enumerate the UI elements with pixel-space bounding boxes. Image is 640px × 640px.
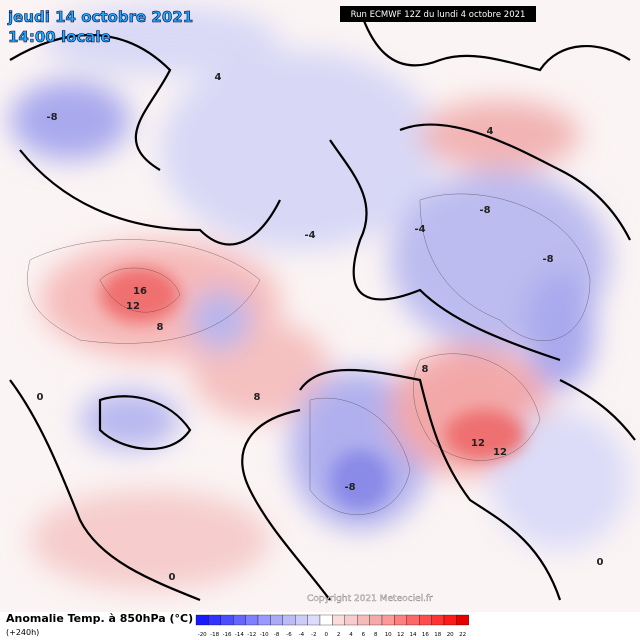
scale-label: -12	[247, 632, 256, 638]
scale-label: 12	[397, 632, 404, 638]
contour-label: 12	[493, 447, 507, 458]
contour-label: 12	[126, 301, 140, 312]
scale-swatch	[220, 614, 234, 626]
lead-time: (+240h)	[6, 628, 39, 637]
scale-label: 18	[434, 632, 441, 638]
contour-label: 12	[471, 438, 485, 449]
scale-label: 10	[385, 632, 392, 638]
scale-label: 16	[422, 632, 429, 638]
scale-label: 2	[337, 632, 341, 638]
anomaly-field	[10, 5, 630, 590]
scale-label: -2	[311, 632, 316, 638]
scale-swatch	[419, 614, 432, 626]
scale-swatch	[319, 614, 333, 626]
contour-label: 0	[169, 572, 176, 583]
date: jeudi 14 octobre 2021	[7, 8, 193, 26]
scale-swatch	[431, 614, 445, 626]
scale-label: 20	[447, 632, 454, 638]
scale-swatch	[456, 614, 469, 626]
scale-swatch	[195, 614, 209, 626]
legend-title: Anomalie Temp. à 850hPa (°C)	[6, 612, 193, 625]
scale-swatch	[245, 614, 259, 626]
scale-label: -10	[260, 632, 269, 638]
contour-labels: 16 12 12 12 -8 -8 -8 -8 8 8 8 -4 -4 4 4 0 0 0	[37, 72, 604, 583]
scale-label: -20	[198, 632, 207, 638]
scale-swatch	[307, 614, 321, 626]
contour-label: 16	[133, 286, 147, 297]
contour-label: -8	[479, 205, 490, 216]
contour-label: 8	[157, 322, 164, 333]
scale-label: -18	[210, 632, 219, 638]
contours	[27, 193, 591, 515]
scale-label: -16	[223, 632, 232, 638]
scale-swatch	[332, 614, 345, 626]
scale-swatch	[257, 614, 271, 626]
scale-swatch	[369, 614, 383, 626]
scale-swatch	[406, 614, 420, 626]
contour-label: -8	[542, 254, 553, 265]
scale-swatch	[282, 614, 296, 626]
scale-swatch	[381, 614, 395, 626]
scale-swatch	[233, 614, 246, 626]
copyright: Copyright 2021 Meteociel.fr	[307, 594, 433, 604]
scale-label: -8	[274, 632, 280, 638]
contour-label: 8	[422, 364, 429, 375]
scale-label: 8	[374, 632, 378, 638]
scale-label: 4	[349, 632, 353, 638]
scale-swatch	[394, 614, 407, 626]
scale-label: -6	[286, 632, 292, 638]
scale-label: 14	[410, 632, 417, 638]
scale-swatch	[270, 614, 283, 626]
scale-swatch	[295, 614, 308, 626]
contour-label: 4	[215, 72, 222, 83]
time: 14:00 locale	[8, 28, 111, 46]
coastlines	[9, 9, 636, 602]
contour-label: 0	[37, 392, 44, 403]
color-scale: -20 -18 -16 -14 -12 -10 -8 -6 -4 -2 0 2 4 6 8 10 12 14 16 1…	[195, 614, 469, 638]
scale-label: 22	[459, 632, 466, 638]
contour-label: -4	[414, 224, 425, 235]
contour-label: 8	[254, 392, 261, 403]
scale-label: -4	[299, 632, 305, 638]
contour-label: -8	[344, 482, 355, 493]
scale-swatch	[208, 614, 221, 626]
scale-label: 6	[362, 632, 366, 638]
scale-swatch	[357, 614, 370, 626]
run-box	[340, 6, 536, 22]
run-info: Run ECMWF 12Z du lundi 4 octobre 2021	[351, 10, 526, 20]
contour-label: 4	[487, 126, 494, 137]
scale-label: -14	[235, 632, 244, 638]
scale-label: 0	[324, 632, 328, 638]
contour-label: -4	[304, 230, 315, 241]
contour-label: -8	[46, 112, 57, 123]
scale-swatch	[344, 614, 358, 626]
contour-label: 0	[597, 557, 604, 568]
scale-swatch	[443, 614, 457, 626]
